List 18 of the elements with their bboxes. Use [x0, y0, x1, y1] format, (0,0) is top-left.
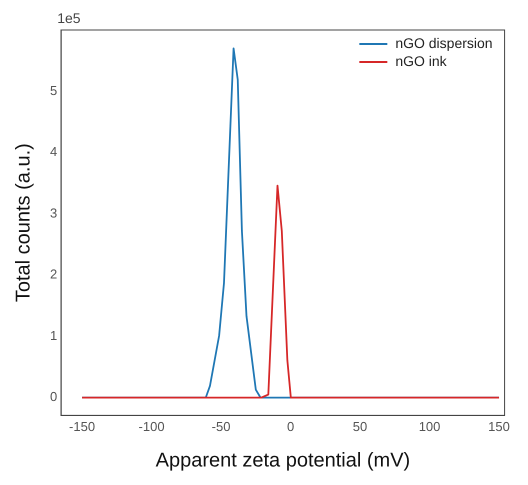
text: 1e5 — [57, 10, 81, 26]
y-tick-label: 3 — [50, 205, 58, 220]
x-axis-title: Apparent zeta potential (mV) — [156, 450, 410, 472]
y-tick-label: 2 — [50, 266, 58, 282]
x-tick-label: 50 — [352, 418, 368, 434]
legend-label: nGO ink — [395, 52, 448, 69]
y-tick-label: 0 — [50, 389, 58, 404]
x-tick-label: -150 — [69, 418, 96, 434]
x-tick-label: 100 — [418, 418, 440, 434]
y-tick-label: 1 — [50, 328, 58, 343]
legend-label: nGO dispersion — [395, 34, 493, 51]
x-tick-label: -100 — [138, 418, 165, 434]
x-tick-label: -50 — [212, 418, 230, 434]
x-tick-label: 150 — [488, 418, 510, 434]
y-axis-title: Total counts (a.u.) — [12, 143, 35, 302]
y-tick-label: 5 — [50, 82, 58, 98]
y-tick-label: 4 — [50, 144, 58, 160]
x-tick-label: 0 — [286, 418, 294, 434]
